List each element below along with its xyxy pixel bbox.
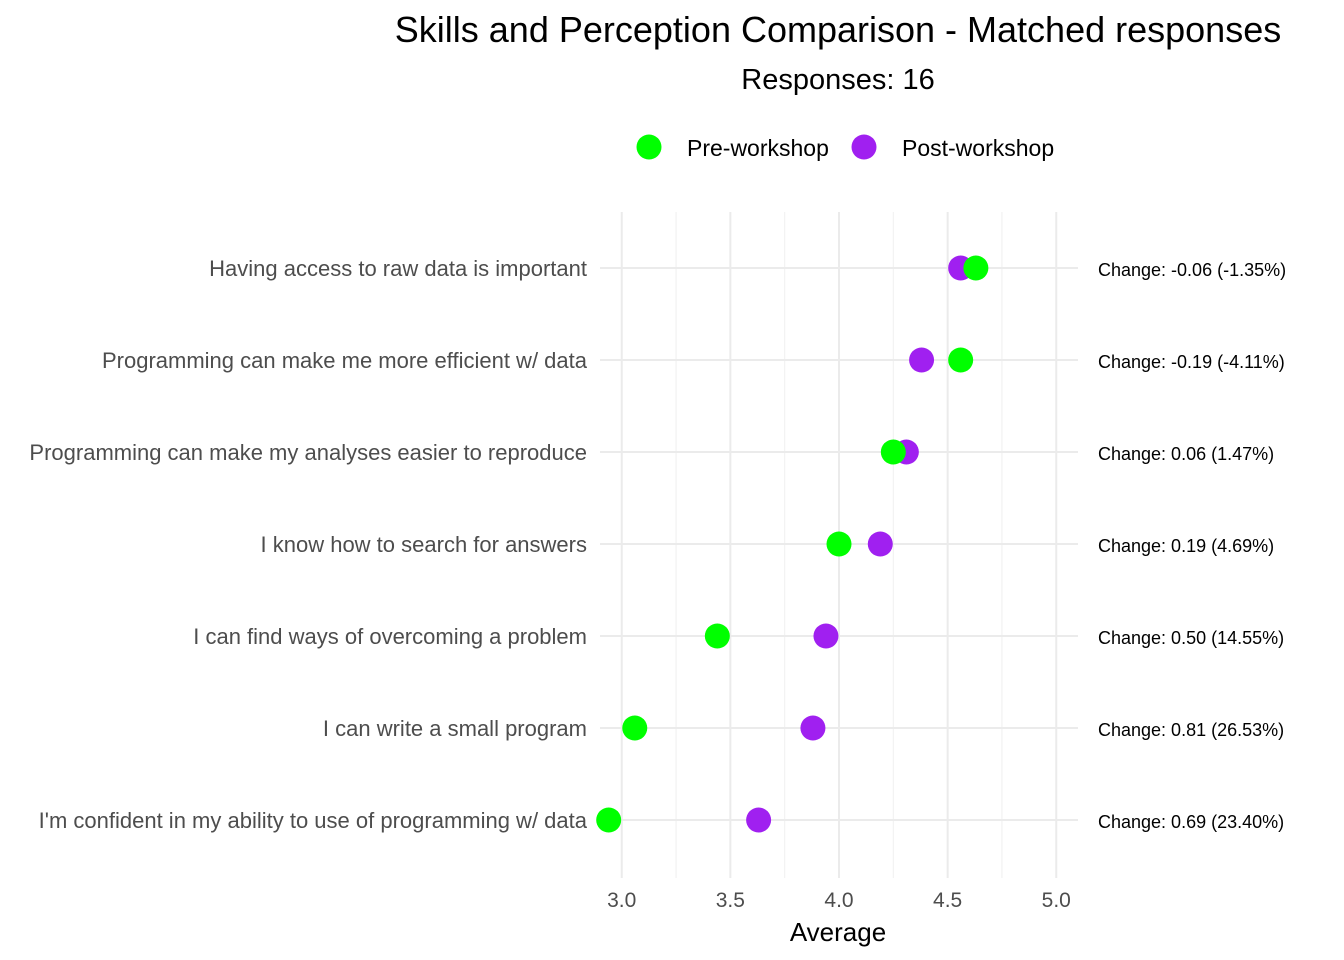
legend-label: Post-workshop — [902, 135, 1054, 161]
pre-workshop-point — [963, 255, 989, 281]
change-annotations: Change: -0.06 (-1.35%) Change: -0.19 (-4.… — [1098, 260, 1286, 832]
legend-marker — [851, 134, 877, 160]
data-points — [596, 255, 989, 833]
legend: Pre-workshop Post-workshop — [636, 134, 1054, 161]
change-annotation: Change: -0.06 (-1.35%) — [1098, 260, 1286, 280]
post-workshop-point — [813, 623, 839, 649]
x-tick-label: 3.5 — [716, 889, 745, 912]
x-axis-ticks: 3.0 3.5 4.0 4.5 5.0 — [607, 889, 1071, 912]
chart-title: Skills and Perception Comparison - Match… — [395, 9, 1281, 50]
pre-workshop-point — [622, 715, 648, 741]
y-tick-label: I know how to search for answers — [261, 532, 587, 557]
post-workshop-point — [909, 347, 935, 373]
y-tick-label: I'm confident in my ability to use of pr… — [39, 808, 588, 833]
pre-workshop-point — [826, 531, 852, 557]
change-annotation: Change: 0.06 (1.47%) — [1098, 444, 1274, 464]
x-tick-label: 3.0 — [607, 889, 636, 912]
pre-workshop-point — [948, 347, 974, 373]
category-labels: Having access to raw data is important Pr… — [29, 256, 587, 833]
pre-workshop-point — [704, 623, 730, 649]
y-tick-label: Having access to raw data is important — [209, 256, 587, 281]
y-tick-label: Programming can make my analyses easier … — [29, 440, 587, 465]
change-annotation: Change: 0.50 (14.55%) — [1098, 628, 1284, 648]
x-tick-label: 4.0 — [824, 889, 853, 912]
y-tick-label: I can find ways of overcoming a problem — [193, 624, 587, 649]
change-annotation: Change: -0.19 (-4.11%) — [1098, 352, 1285, 372]
legend-marker — [636, 134, 662, 160]
post-workshop-point — [867, 531, 893, 557]
change-annotation: Change: 0.81 (26.53%) — [1098, 720, 1284, 740]
post-workshop-point — [746, 807, 772, 833]
legend-label: Pre-workshop — [687, 135, 829, 161]
change-annotation: Change: 0.19 (4.69%) — [1098, 536, 1274, 556]
x-axis-title: Average — [790, 917, 886, 947]
pre-workshop-point — [596, 807, 622, 833]
y-tick-label: Programming can make me more efficient w… — [102, 348, 588, 373]
pre-workshop-point — [880, 439, 906, 465]
y-tick-label: I can write a small program — [323, 716, 587, 741]
x-tick-label: 5.0 — [1042, 889, 1071, 912]
x-tick-label: 4.5 — [933, 889, 962, 912]
change-annotation: Change: 0.69 (23.40%) — [1098, 812, 1284, 832]
chart-subtitle: Responses: 16 — [741, 64, 934, 96]
post-workshop-point — [800, 715, 826, 741]
